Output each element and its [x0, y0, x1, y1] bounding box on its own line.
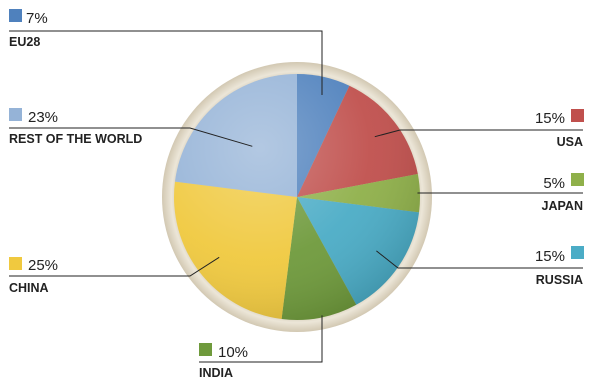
slice-percent-china: 25%: [28, 257, 58, 274]
legend-swatch-russia: [571, 246, 584, 259]
legend-swatch-eu28: [9, 9, 22, 22]
pie-labels: 7% EU28 15% USA 5% JAPAN 15% RUSSIA 10% INDIA 25% C…: [9, 9, 584, 379]
slice-percent-usa: 15%: [535, 110, 565, 127]
leader-line-eu28: [9, 30, 323, 95]
slice-name-japan: JAPAN: [542, 199, 583, 213]
legend-swatch-china: [9, 257, 22, 270]
pie-label-japan: 5% JAPAN: [417, 173, 584, 213]
slice-name-rest-of-the-world: REST OF THE WORLD: [9, 132, 142, 146]
leader-line-usa: [374, 129, 583, 138]
slice-percent-india: 10%: [218, 344, 248, 361]
legend-swatch-rest-of-the-world: [9, 108, 22, 121]
leader-line-india: [199, 315, 323, 363]
leader-line-rest-of-the-world: [9, 127, 253, 147]
slice-percent-rest-of-the-world: 23%: [28, 109, 58, 126]
legend-swatch-japan: [571, 173, 584, 186]
legend-swatch-usa: [571, 109, 584, 122]
slice-name-russia: RUSSIA: [536, 273, 583, 287]
pie-label-rest-of-the-world: 23% REST OF THE WORLD: [9, 108, 253, 147]
slice-percent-russia: 15%: [535, 248, 565, 265]
slice-percent-eu28: 7%: [26, 10, 48, 27]
leader-line-china: [9, 256, 220, 277]
slice-name-india: INDIA: [199, 366, 233, 379]
pie-slices: [173, 74, 420, 321]
pie-label-usa: 15% USA: [374, 109, 584, 149]
legend-swatch-india: [199, 343, 212, 356]
pie-label-eu28: 7% EU28: [9, 9, 323, 95]
pie-label-india: 10% INDIA: [199, 315, 323, 379]
pie-label-china: 25% CHINA: [9, 256, 220, 295]
pie-slice-rest-of-the-world: [174, 74, 297, 197]
slice-name-eu28: EU28: [9, 35, 40, 49]
leader-line-russia: [376, 250, 583, 269]
pie-label-russia: 15% RUSSIA: [376, 246, 584, 287]
slice-percent-japan: 5%: [543, 175, 565, 192]
pie-slice-china: [173, 181, 297, 320]
slice-name-usa: USA: [557, 135, 583, 149]
slice-name-china: CHINA: [9, 281, 49, 295]
